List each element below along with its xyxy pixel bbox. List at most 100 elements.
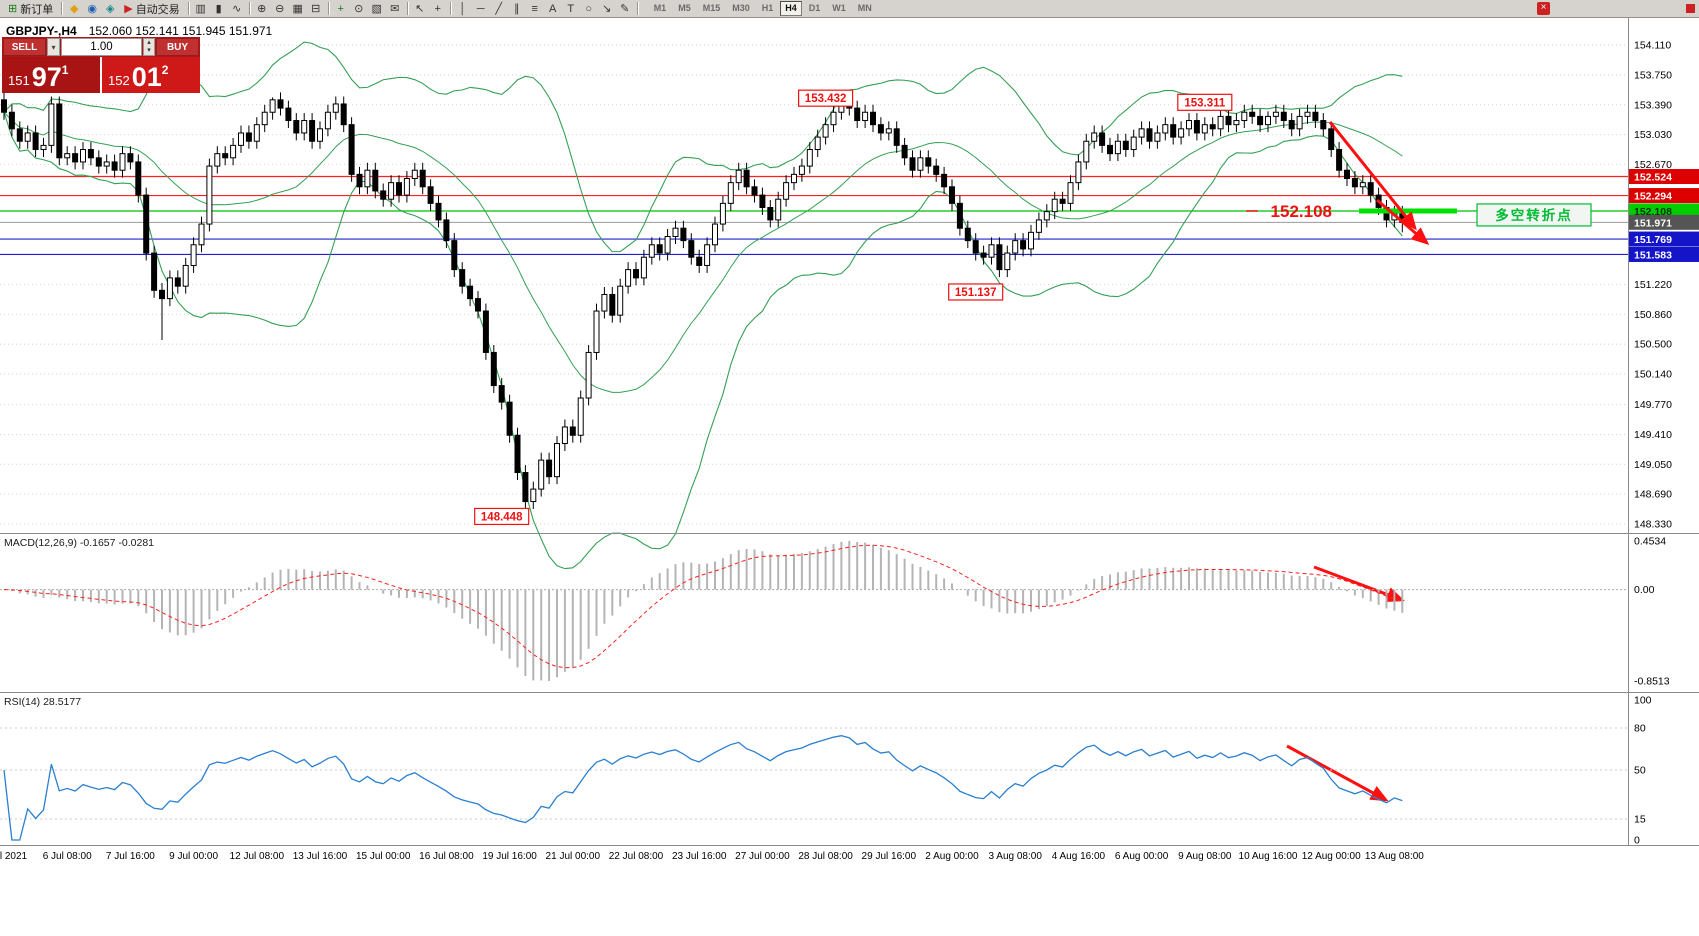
toolbar-corner-icon[interactable] xyxy=(1686,4,1695,13)
price-tag xyxy=(1629,246,1699,262)
candle-bearish xyxy=(514,434,521,474)
candle-bearish xyxy=(135,161,142,196)
price-annotation-box[interactable] xyxy=(1177,93,1233,111)
timeframe-h1[interactable]: H1 xyxy=(761,3,774,13)
price-annotation-box[interactable] xyxy=(474,507,530,526)
candle-bullish xyxy=(1075,161,1082,184)
price-annotation-box[interactable] xyxy=(797,89,854,107)
timeframe-mn[interactable]: MN xyxy=(857,3,872,13)
candle-bearish xyxy=(1312,111,1319,122)
timeframe-m5[interactable]: M5 xyxy=(678,3,691,13)
cursor-icon[interactable]: ↖ xyxy=(415,3,425,15)
timeframe-w1[interactable]: W1 xyxy=(832,3,846,13)
candle-bearish xyxy=(964,227,971,242)
new-order-icon: ⊞ xyxy=(8,3,18,15)
rsi-level-label: 80 xyxy=(1634,723,1646,735)
macd-label: MACD(12,26,9) -0.1657 -0.0281 xyxy=(4,537,154,549)
fibonacci-icon[interactable]: ≡ xyxy=(531,2,538,15)
horizontal-line-icon[interactable]: ─ xyxy=(476,2,485,15)
bar-chart-icon[interactable]: ▥ xyxy=(195,3,206,15)
chart-symbol-title: GBPJPY-,H4 152.060 152.141 151.945 151.97… xyxy=(6,24,272,38)
autotrading-button[interactable]: ▶ 自动交易 xyxy=(119,1,184,16)
candle-bullish xyxy=(648,244,655,258)
time-tick-label: 27 Jul 00:00 xyxy=(735,851,790,862)
candle-bullish xyxy=(1304,111,1311,117)
price-annotation-box[interactable] xyxy=(948,283,1004,301)
buy-button[interactable]: BUY xyxy=(156,38,199,56)
vertical-line-icon[interactable]: │ xyxy=(459,2,467,15)
line-chart-icon[interactable]: ∿ xyxy=(232,3,242,15)
candle-bullish xyxy=(798,165,805,175)
price-tag-text: 152.294 xyxy=(1634,191,1672,203)
rsi-level-label: 15 xyxy=(1634,814,1646,826)
bollinger-upper-line xyxy=(3,41,1403,253)
candle-bearish xyxy=(506,401,513,436)
candle-bearish xyxy=(751,186,758,196)
time-tick-label: 19 Jul 16:00 xyxy=(482,851,537,862)
candle-bullish xyxy=(1178,128,1185,138)
sell-price-display[interactable]: 151 97 1 xyxy=(2,57,100,93)
candle-bullish xyxy=(719,202,726,225)
new-order-button[interactable]: ⊞ 新订单 xyxy=(3,1,58,16)
trend-arrow[interactable] xyxy=(1286,744,1389,802)
timeframe-h4[interactable]: H4 xyxy=(780,1,802,16)
lot-increase-button[interactable]: ▴ xyxy=(147,39,151,46)
candle-bearish xyxy=(949,186,955,204)
text-label-icon[interactable]: T xyxy=(567,2,575,15)
bollinger-middle-line xyxy=(3,111,1403,393)
timeframe-m30[interactable]: M30 xyxy=(732,3,750,13)
arrows-tool-icon[interactable]: ↘ xyxy=(602,3,612,15)
templates-icon[interactable]: ▧ xyxy=(371,3,382,15)
candle-bearish xyxy=(569,426,576,436)
candle-bearish xyxy=(854,107,861,122)
candle-bullish xyxy=(822,124,829,138)
trend-arrow[interactable] xyxy=(1313,565,1405,603)
price-tick-label: 150.860 xyxy=(1634,309,1672,321)
trendline-icon[interactable]: ╱ xyxy=(495,3,502,15)
pivot-note-box[interactable] xyxy=(1476,203,1592,227)
buy-price-display[interactable]: 152 01 2 xyxy=(102,57,200,93)
rsi-line xyxy=(3,735,1403,841)
candle-bullish xyxy=(830,111,837,126)
zoom-out-icon[interactable]: ⊖ xyxy=(275,3,285,15)
data-window-icon[interactable]: ◈ xyxy=(105,3,115,15)
candle-bullish xyxy=(80,149,86,163)
candle-bearish xyxy=(1020,240,1027,250)
new-chart-icon[interactable]: ⊟ xyxy=(311,3,321,15)
text-icon[interactable]: A xyxy=(549,2,557,15)
shapes-icon[interactable]: ○ xyxy=(585,2,593,15)
candle-bullish xyxy=(917,157,924,171)
lot-dropdown-button[interactable]: ▾ xyxy=(47,38,60,56)
market-watch-icon[interactable]: ◉ xyxy=(87,3,98,15)
timeframe-d1[interactable]: D1 xyxy=(808,3,821,13)
candle-bullish xyxy=(672,227,679,237)
trend-arrow[interactable] xyxy=(1328,121,1417,231)
candle-bearish xyxy=(972,240,979,254)
zoom-in-icon[interactable]: ⊕ xyxy=(257,3,267,15)
candle-bearish xyxy=(293,120,300,134)
candle-bearish xyxy=(941,173,948,188)
candle-bullish xyxy=(1162,124,1169,134)
lot-size-field[interactable]: 1.00 xyxy=(61,38,142,56)
sell-button[interactable]: SELL xyxy=(3,38,46,56)
candlestick-chart-icon[interactable]: ▮ xyxy=(215,3,222,15)
chart-close-button[interactable]: × xyxy=(1537,2,1550,15)
price-tag xyxy=(1629,231,1699,247)
trend-arrow[interactable] xyxy=(1376,198,1430,245)
metaeditor-icon[interactable]: ◆ xyxy=(69,3,79,15)
crosshair-icon[interactable]: + xyxy=(434,2,441,15)
candle-bearish xyxy=(1225,115,1232,126)
pencil-icon[interactable]: ✎ xyxy=(620,3,630,15)
timeframe-m1[interactable]: M1 xyxy=(653,3,667,13)
price-callout-text[interactable]: 152.108 xyxy=(1271,202,1332,221)
lot-decrease-button[interactable]: ▾ xyxy=(147,47,151,54)
toolbar-separator xyxy=(449,2,451,15)
tile-windows-icon[interactable]: ▦ xyxy=(292,3,303,15)
timeframe-m15[interactable]: M15 xyxy=(702,3,721,13)
indicators-icon[interactable]: + xyxy=(337,2,344,15)
periods-icon[interactable]: ⊙ xyxy=(354,3,364,15)
channel-icon[interactable]: ∥ xyxy=(513,3,520,15)
autotrading-button-label: 自动交易 xyxy=(135,3,180,16)
mail-icon[interactable]: ✉ xyxy=(390,3,400,15)
